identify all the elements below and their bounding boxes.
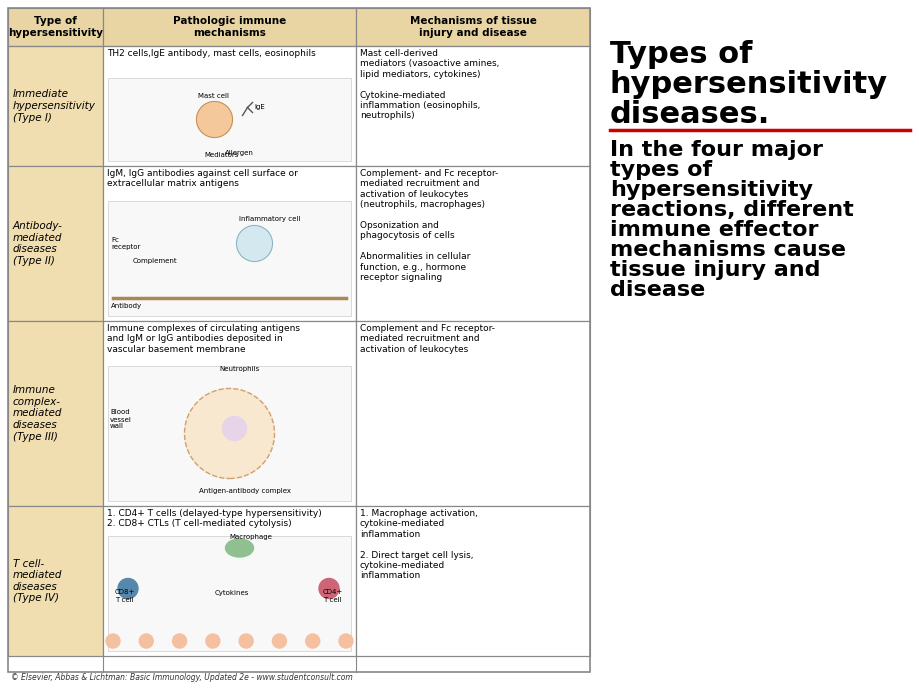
Text: Blood
vessel
wall: Blood vessel wall — [110, 409, 131, 429]
Circle shape — [197, 101, 233, 137]
Bar — [108, 536, 351, 651]
FancyBboxPatch shape — [356, 46, 589, 166]
Text: 1. Macrophage activation,
cytokine-mediated
inflammation

2. Direct target cell : 1. Macrophage activation, cytokine-media… — [359, 509, 477, 580]
FancyBboxPatch shape — [103, 8, 356, 46]
FancyBboxPatch shape — [8, 321, 103, 506]
Text: hypersensitivity: hypersensitivity — [609, 180, 812, 200]
Text: TH2 cells,IgE antibody, mast cells, eosinophils: TH2 cells,IgE antibody, mast cells, eosi… — [107, 49, 315, 58]
Text: Immediate
hypersensitivity
(Type I): Immediate hypersensitivity (Type I) — [13, 90, 96, 123]
Bar — [108, 201, 351, 316]
Bar — [108, 366, 351, 501]
Text: Immune
complex-
mediated
diseases
(Type III): Immune complex- mediated diseases (Type … — [13, 385, 62, 442]
Circle shape — [272, 634, 286, 648]
Text: Neutrophils: Neutrophils — [220, 366, 259, 372]
FancyBboxPatch shape — [103, 506, 356, 656]
Text: 1. CD4+ T cells (delayed-type hypersensitivity)
2. CD8+ CTLs (T cell-mediated cy: 1. CD4+ T cells (delayed-type hypersensi… — [107, 509, 322, 529]
Text: types of: types of — [609, 160, 711, 180]
Ellipse shape — [225, 539, 254, 557]
Text: Mechanisms of tissue
injury and disease: Mechanisms of tissue injury and disease — [409, 16, 536, 38]
Text: mechanisms cause: mechanisms cause — [609, 240, 845, 260]
FancyBboxPatch shape — [103, 166, 356, 321]
Text: immune effector: immune effector — [609, 220, 818, 240]
FancyBboxPatch shape — [103, 46, 356, 166]
Text: Types of: Types of — [609, 40, 752, 69]
Circle shape — [305, 634, 320, 648]
Circle shape — [222, 417, 246, 440]
Circle shape — [173, 634, 187, 648]
Bar — [108, 78, 351, 161]
Circle shape — [239, 634, 253, 648]
Text: Immune complexes of circulating antigens
and IgM or IgG antibodies deposited in
: Immune complexes of circulating antigens… — [107, 324, 300, 354]
Text: CD4+
T cell: CD4+ T cell — [323, 589, 343, 602]
Circle shape — [118, 578, 138, 598]
FancyBboxPatch shape — [356, 8, 589, 46]
Text: Mast cell: Mast cell — [199, 92, 229, 99]
Text: IgE: IgE — [255, 104, 265, 110]
Text: Mast cell-derived
mediators (vasoactive amines,
lipid mediators, cytokines)

Cyt: Mast cell-derived mediators (vasoactive … — [359, 49, 499, 120]
FancyBboxPatch shape — [103, 321, 356, 506]
Text: Complement- and Fc receptor-
mediated recruitment and
activation of leukocytes
(: Complement- and Fc receptor- mediated re… — [359, 169, 498, 282]
Text: Mediators: Mediators — [204, 152, 239, 158]
Text: Antibody: Antibody — [111, 303, 142, 309]
Text: Pathologic immune
mechanisms: Pathologic immune mechanisms — [173, 16, 286, 38]
FancyBboxPatch shape — [356, 506, 589, 656]
Circle shape — [139, 634, 153, 648]
Circle shape — [185, 388, 274, 478]
Text: Type of
hypersensitivity: Type of hypersensitivity — [8, 16, 103, 38]
Circle shape — [206, 634, 220, 648]
FancyBboxPatch shape — [8, 506, 103, 656]
Text: T cell-
mediated
diseases
(Type IV): T cell- mediated diseases (Type IV) — [13, 559, 62, 603]
Text: reactions, different: reactions, different — [609, 200, 853, 220]
Text: Complement: Complement — [133, 259, 177, 264]
Circle shape — [319, 578, 338, 598]
Text: In the four major: In the four major — [609, 140, 823, 160]
Circle shape — [106, 634, 119, 648]
Text: hypersensitivity: hypersensitivity — [609, 70, 887, 99]
Text: disease: disease — [609, 280, 705, 300]
Text: IgM, IgG antibodies against cell surface or
extracellular matrix antigens: IgM, IgG antibodies against cell surface… — [107, 169, 298, 188]
FancyBboxPatch shape — [8, 166, 103, 321]
Text: Inflammatory cell: Inflammatory cell — [239, 217, 301, 222]
Text: Macrophage: Macrophage — [229, 534, 272, 540]
FancyBboxPatch shape — [356, 166, 589, 321]
Text: Antigen-antibody complex: Antigen-antibody complex — [199, 488, 291, 494]
Text: tissue injury and: tissue injury and — [609, 260, 820, 280]
Bar — [8, 8, 589, 672]
FancyBboxPatch shape — [8, 46, 103, 166]
Circle shape — [338, 634, 353, 648]
Text: diseases.: diseases. — [609, 100, 769, 129]
Text: Antibody-
mediated
diseases
(Type II): Antibody- mediated diseases (Type II) — [13, 221, 62, 266]
Text: CD8+
T cell: CD8+ T cell — [115, 589, 135, 602]
FancyBboxPatch shape — [356, 321, 589, 506]
Text: Allergen: Allergen — [224, 150, 253, 156]
Text: Complement and Fc receptor-
mediated recruitment and
activation of leukocytes: Complement and Fc receptor- mediated rec… — [359, 324, 494, 354]
Text: Cytokines: Cytokines — [214, 591, 249, 596]
Text: Fc
receptor: Fc receptor — [111, 237, 141, 250]
FancyBboxPatch shape — [8, 8, 103, 46]
Text: © Elsevier, Abbas & Lichtman: Basic Immunology, Updated 2e - www.studentconsult.: © Elsevier, Abbas & Lichtman: Basic Immu… — [11, 673, 352, 682]
Circle shape — [236, 226, 272, 262]
